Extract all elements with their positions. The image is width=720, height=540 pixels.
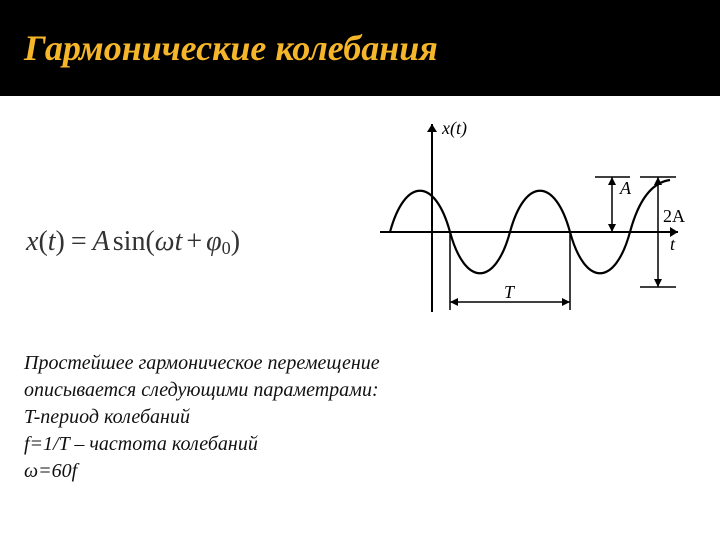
y-axis-label: x(t) — [441, 118, 467, 139]
def-line-5: ω=60f — [24, 458, 684, 485]
slide-title: Гармонические колебания — [24, 27, 438, 69]
definition-block: Простейшее гармоническое перемещение опи… — [24, 350, 684, 485]
def-line-3: T-период колебаний — [24, 404, 684, 431]
def-line-2: описывается следующими параметрами: — [24, 377, 684, 404]
axes: x(t) t — [380, 118, 678, 312]
slide-header: Гармонические колебания — [0, 0, 720, 96]
amplitude-marker: A — [595, 177, 632, 232]
def-line-4: f=1/T – частота колебаний — [24, 431, 684, 458]
equation: x ( t ) = A sin( ω t + φ 0 ) — [26, 226, 240, 258]
full-amplitude-label: 2A — [663, 206, 685, 226]
equation-text: x ( t ) = A sin( ω t + φ 0 ) — [26, 226, 240, 258]
x-axis-label: t — [670, 234, 676, 254]
period-marker: T — [450, 232, 570, 310]
amplitude-label: A — [619, 178, 632, 198]
def-line-1: Простейшее гармоническое перемещение — [24, 350, 684, 377]
period-label: T — [504, 282, 516, 302]
sine-chart: x(t) t T A 2 — [370, 112, 690, 332]
content-row: x ( t ) = A sin( ω t + φ 0 ) x(t) t — [0, 96, 720, 346]
